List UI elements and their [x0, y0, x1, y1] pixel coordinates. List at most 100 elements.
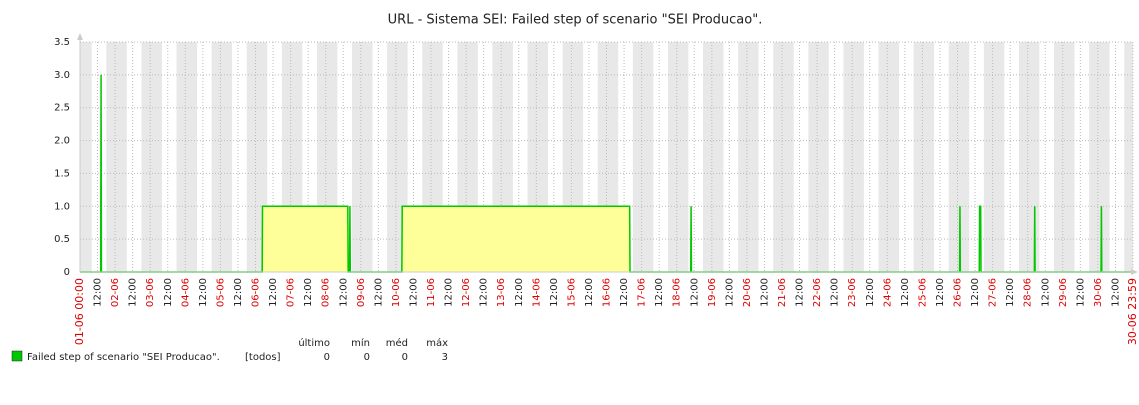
off-hours-band	[703, 42, 724, 272]
off-hours-band	[738, 42, 759, 272]
x-tick-label: 27-06	[988, 278, 999, 307]
x-tick-label: 12:00	[233, 278, 244, 307]
x-tick-label: 14-06	[531, 278, 542, 307]
x-tick-label: 11-06	[426, 278, 437, 307]
x-tick-label: 24-06	[882, 278, 893, 307]
x-tick-label: 30-06	[1093, 278, 1104, 307]
legend-value: 0	[364, 352, 370, 363]
off-hours-band	[1089, 42, 1110, 272]
legend-function: [todos]	[245, 352, 281, 363]
off-hours-band	[1124, 42, 1133, 272]
x-tick-label: 12:00	[900, 278, 911, 307]
x-tick-label: 12:00	[759, 278, 770, 307]
off-hours-band	[773, 42, 794, 272]
legend-header: último	[298, 337, 330, 349]
legend-value: 0	[402, 352, 408, 363]
off-hours-band	[1054, 42, 1075, 272]
x-tick-label: 12:00	[1075, 278, 1086, 307]
x-tick-label: 16-06	[602, 278, 613, 307]
y-axis-arrow	[77, 33, 83, 40]
chart-title: URL - Sistema SEI: Failed step of scenar…	[388, 13, 763, 28]
x-tick-label: 12:00	[303, 278, 314, 307]
x-tick-label: 05-06	[215, 278, 226, 307]
x-tick-label: 12:00	[970, 278, 981, 307]
x-tick-label: 09-06	[356, 278, 367, 307]
x-tick-label: 12:00	[1040, 278, 1051, 307]
off-hours-band	[176, 42, 197, 272]
x-tick-label: 25-06	[917, 278, 928, 307]
x-tick-label: 04-06	[180, 278, 191, 307]
x-tick-label: 12:00	[689, 278, 700, 307]
x-tick-label: 03-06	[145, 278, 156, 307]
x-tick-label: 19-06	[707, 278, 718, 307]
y-tick-label: 3.5	[54, 37, 70, 48]
y-tick-label: 1.0	[54, 201, 70, 212]
grid	[79, 41, 1134, 273]
x-tick-label: 21-06	[777, 278, 788, 307]
y-tick-label: 2.5	[54, 103, 70, 114]
off-hours-band	[667, 42, 689, 272]
x-tick-label: 12:00	[93, 278, 104, 307]
x-tick-label: 12:00	[338, 278, 349, 307]
x-tick-label: 02-06	[110, 278, 121, 307]
legend-label: Failed step of scenario "SEI Producao".	[27, 352, 220, 363]
x-tick-label: 12-06	[461, 278, 472, 307]
x-tick-label: 13-06	[496, 278, 507, 307]
x-tick-label: 12:00	[444, 278, 455, 307]
x-tick-label: 12:00	[549, 278, 560, 307]
x-tick-label: 30-06 23:59	[1126, 278, 1139, 345]
x-tick-label: 12:00	[479, 278, 490, 307]
x-tick-label: 17-06	[637, 278, 648, 307]
x-tick-label: 12:00	[128, 278, 139, 307]
x-tick-label: 12:00	[268, 278, 279, 307]
plot	[80, 74, 1133, 273]
x-tick-label: 12:00	[198, 278, 209, 307]
x-tick-label: 12:00	[1005, 278, 1016, 307]
x-tick-label: 18-06	[672, 278, 683, 307]
x-tick-label: 15-06	[566, 278, 577, 307]
y-tick-label: 2.0	[54, 136, 70, 147]
y-tick-label: 3.0	[54, 70, 70, 81]
legend-value: 3	[442, 352, 448, 363]
x-tick-label: 06-06	[251, 278, 262, 307]
x-tick-label: 12:00	[865, 278, 876, 307]
x-tick-label: 12:00	[1110, 278, 1121, 307]
legend-header: mín	[351, 337, 370, 349]
legend-header: máx	[426, 337, 448, 349]
off-hours-band	[983, 42, 1005, 272]
y-tick-label: 0.5	[54, 234, 70, 245]
x-tick-label: 12:00	[935, 278, 946, 307]
legend-header: méd	[386, 337, 408, 349]
y-tick-label: 1.5	[54, 168, 70, 179]
off-hours-band	[632, 42, 654, 272]
off-hours-band	[913, 42, 935, 272]
off-hours-band	[808, 42, 829, 272]
x-tick-label: 12:00	[654, 278, 665, 307]
x-tick-label: 12:00	[514, 278, 525, 307]
off-hours-band	[106, 42, 127, 272]
x-tick-label: 12:00	[584, 278, 595, 307]
x-tick-label: 28-06	[1023, 278, 1034, 307]
legend-swatch	[11, 350, 23, 362]
legend-value: 0	[324, 352, 330, 363]
series-line	[80, 74, 1133, 273]
x-tick-label: 29-06	[1058, 278, 1069, 307]
off-hours-band	[948, 42, 970, 272]
off-hours-band	[843, 42, 864, 272]
x-tick-label: 07-06	[286, 278, 297, 307]
off-hours-band	[80, 42, 92, 272]
off-hours-band	[352, 42, 373, 272]
x-tick-label: 10-06	[391, 278, 402, 307]
x-tick-label: 12:00	[163, 278, 174, 307]
y-tick-label: 0	[64, 267, 70, 278]
off-hours-band	[878, 42, 899, 272]
x-tick-label: 12:00	[795, 278, 806, 307]
x-tick-label: 12:00	[724, 278, 735, 307]
off-hours-band	[211, 42, 233, 272]
x-tick-label: 12:00	[830, 278, 841, 307]
x-tick-label: 26-06	[953, 278, 964, 307]
off-hours-band	[141, 42, 162, 272]
x-tick-label: 12:00	[619, 278, 630, 307]
